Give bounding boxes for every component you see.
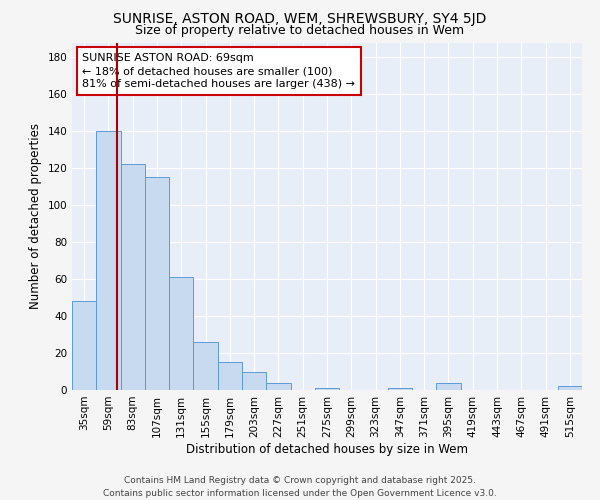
Bar: [558, 386, 582, 390]
Text: Contains HM Land Registry data © Crown copyright and database right 2025.
Contai: Contains HM Land Registry data © Crown c…: [103, 476, 497, 498]
Bar: [121, 164, 145, 390]
Bar: [145, 178, 169, 390]
Bar: [436, 382, 461, 390]
Bar: [315, 388, 339, 390]
Text: SUNRISE, ASTON ROAD, WEM, SHREWSBURY, SY4 5JD: SUNRISE, ASTON ROAD, WEM, SHREWSBURY, SY…: [113, 12, 487, 26]
Bar: [388, 388, 412, 390]
Bar: [169, 277, 193, 390]
Y-axis label: Number of detached properties: Number of detached properties: [29, 123, 42, 309]
Bar: [266, 382, 290, 390]
X-axis label: Distribution of detached houses by size in Wem: Distribution of detached houses by size …: [186, 442, 468, 456]
Bar: [72, 302, 96, 390]
Bar: [193, 342, 218, 390]
Bar: [96, 131, 121, 390]
Bar: [218, 362, 242, 390]
Text: SUNRISE ASTON ROAD: 69sqm
← 18% of detached houses are smaller (100)
81% of semi: SUNRISE ASTON ROAD: 69sqm ← 18% of detac…: [82, 53, 355, 90]
Text: Size of property relative to detached houses in Wem: Size of property relative to detached ho…: [136, 24, 464, 37]
Bar: [242, 372, 266, 390]
